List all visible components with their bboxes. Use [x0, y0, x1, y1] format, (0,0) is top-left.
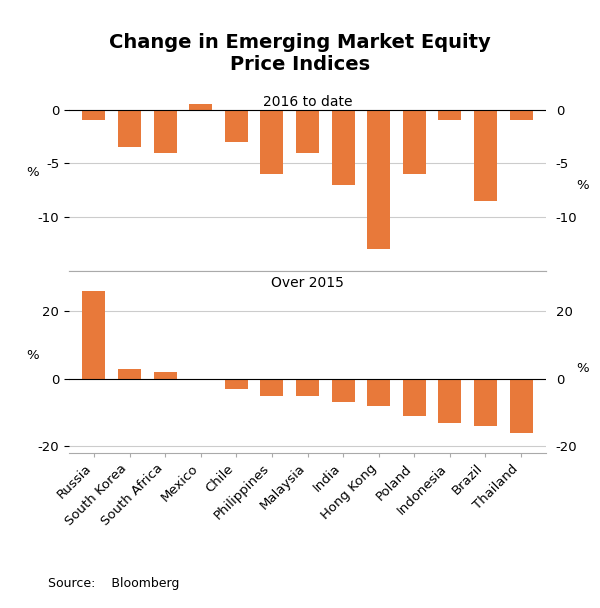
Y-axis label: %: % — [26, 349, 38, 362]
Bar — [154, 372, 176, 379]
Bar — [509, 379, 533, 433]
Bar — [154, 109, 176, 153]
Bar — [118, 109, 141, 147]
Text: Change in Emerging Market Equity
Price Indices: Change in Emerging Market Equity Price I… — [109, 33, 491, 74]
Y-axis label: %: % — [577, 362, 589, 375]
Text: Source:    Bloomberg: Source: Bloomberg — [48, 577, 179, 590]
Bar — [260, 379, 283, 396]
Bar — [225, 109, 248, 142]
Text: Over 2015: Over 2015 — [271, 276, 344, 290]
Bar — [403, 109, 426, 174]
Y-axis label: %: % — [26, 167, 38, 179]
Bar — [332, 109, 355, 185]
Bar — [189, 379, 212, 381]
Bar — [332, 379, 355, 402]
Bar — [439, 379, 461, 423]
Y-axis label: %: % — [577, 179, 589, 192]
Bar — [82, 109, 106, 120]
Text: 2016 to date: 2016 to date — [263, 95, 352, 109]
Bar — [509, 109, 533, 120]
Bar — [296, 109, 319, 153]
Bar — [296, 379, 319, 396]
Bar — [367, 379, 390, 406]
Bar — [474, 379, 497, 426]
Bar — [189, 104, 212, 109]
Bar — [260, 109, 283, 174]
Bar — [439, 109, 461, 120]
Bar — [225, 379, 248, 389]
Bar — [82, 291, 106, 379]
Bar — [474, 109, 497, 201]
Bar — [403, 379, 426, 416]
Bar — [367, 109, 390, 249]
Bar — [118, 368, 141, 379]
